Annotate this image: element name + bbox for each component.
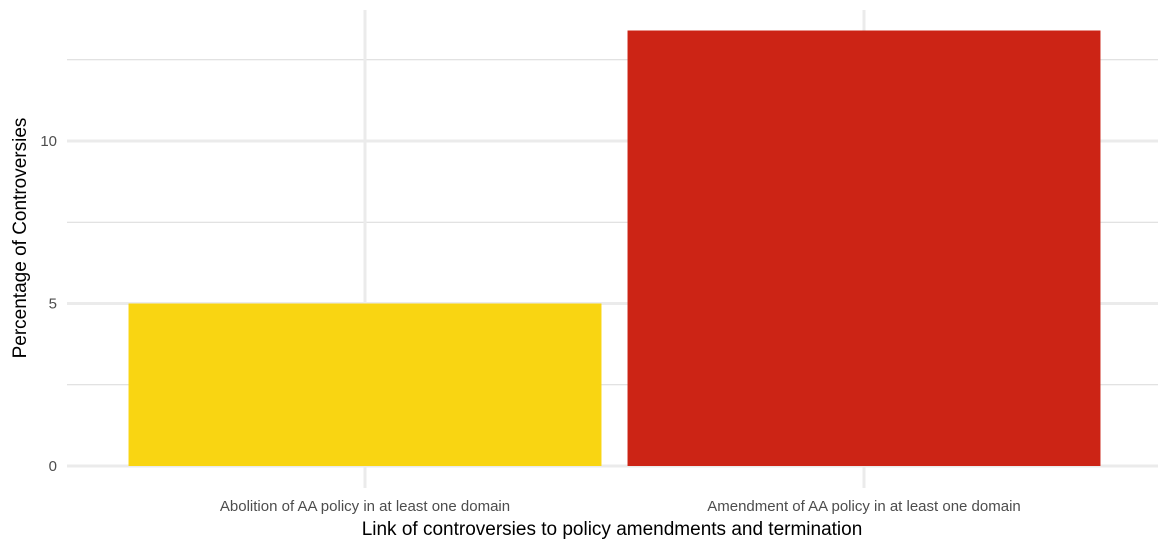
bar-1 (128, 303, 602, 466)
x-axis-ticks: Abolition of AA policy in at least one d… (220, 498, 1021, 515)
y-tick-label: 0 (49, 458, 57, 475)
bar-2 (627, 30, 1101, 466)
y-axis-title: Percentage of Controversies (10, 118, 31, 359)
y-tick-label: 5 (49, 296, 57, 313)
y-axis-ticks: 0 5 10 (40, 133, 57, 475)
bars (128, 30, 1101, 466)
x-tick-label: Abolition of AA policy in at least one d… (220, 498, 510, 515)
y-tick-label: 10 (40, 133, 57, 150)
x-axis-title: Link of controversies to policy amendmen… (362, 519, 863, 540)
x-tick-label: Amendment of AA policy in at least one d… (707, 498, 1021, 515)
